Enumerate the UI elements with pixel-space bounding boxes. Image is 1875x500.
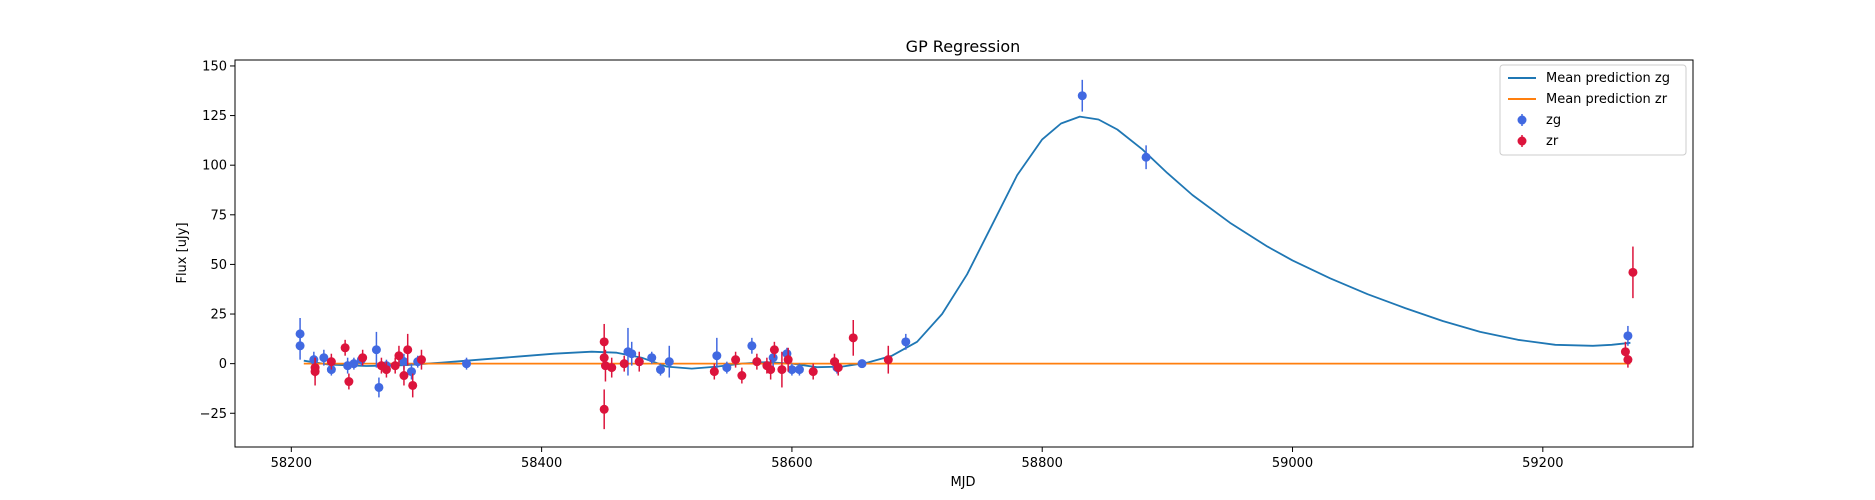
y-tick-label: 0 <box>219 357 227 372</box>
data-point-zr <box>599 353 609 363</box>
data-point-zg <box>374 382 384 392</box>
data-point-zr <box>416 355 426 365</box>
x-tick-label: 58200 <box>271 456 312 471</box>
y-axis-label: Flux [uJy] <box>175 222 190 283</box>
y-tick-label: −25 <box>200 407 227 422</box>
plot-frame <box>234 59 1694 448</box>
data-point-zr <box>408 380 418 390</box>
data-point-zr <box>358 353 368 363</box>
data-point-zg <box>371 345 381 355</box>
data-point-zr <box>619 359 629 369</box>
data-point-zg <box>1623 331 1633 341</box>
y-axis: −25 0 25 50 75 100 125 150 <box>200 59 235 422</box>
x-axis-label: MJD <box>950 475 975 490</box>
legend-label-zr-line: Mean prediction zr <box>1546 92 1668 107</box>
data-point-zr <box>634 357 644 367</box>
data-point-zr <box>381 365 391 375</box>
y-tick-label: 125 <box>202 109 227 124</box>
legend-swatch-zg-point <box>1517 115 1527 125</box>
y-tick-label: 25 <box>210 308 227 323</box>
y-tick-label: 150 <box>202 59 227 74</box>
data-point-zr <box>752 357 762 367</box>
x-tick-label: 59000 <box>1272 456 1313 471</box>
data-point-zr <box>344 377 354 387</box>
data-point-zg <box>319 353 329 363</box>
x-tick-label: 58600 <box>771 456 812 471</box>
y-tick-label: 50 <box>210 258 227 273</box>
data-point-zr <box>709 367 719 377</box>
data-point-zg <box>747 341 757 351</box>
legend-label-zg-points: zg <box>1546 113 1561 128</box>
series-line-mean-prediction-zg <box>303 115 1631 370</box>
data-point-zr <box>403 345 413 355</box>
x-tick-label: 58800 <box>1022 456 1063 471</box>
data-point-zg <box>406 367 416 377</box>
data-point-zr <box>883 355 893 365</box>
x-tick-label: 59200 <box>1522 456 1563 471</box>
data-point-zr <box>1628 267 1638 277</box>
data-point-zg <box>1077 91 1087 101</box>
data-point-zg <box>627 349 637 359</box>
data-point-zr <box>340 343 350 353</box>
data-point-zr <box>326 357 336 367</box>
data-point-zg <box>794 365 804 375</box>
x-tick-label: 58400 <box>521 456 562 471</box>
data-point-zr <box>399 371 409 381</box>
data-point-zr <box>766 365 776 375</box>
data-point-zg <box>664 357 674 367</box>
data-point-zr <box>394 351 404 361</box>
data-point-zg <box>295 341 305 351</box>
data-point-zr <box>599 404 609 414</box>
data-point-zr <box>783 355 793 365</box>
y-tick-label: 100 <box>202 159 227 174</box>
data-point-zr <box>599 337 609 347</box>
legend-label-zr-points: zr <box>1546 134 1559 149</box>
data-point-zg <box>399 357 409 367</box>
data-point-zg <box>647 353 657 363</box>
data-point-zg <box>857 359 867 369</box>
chart-title: GP Regression <box>906 37 1021 56</box>
data-point-zr <box>848 333 858 343</box>
data-point-zr <box>390 361 400 371</box>
legend-label-zg-line: Mean prediction zg <box>1546 71 1670 86</box>
y-tick-label: 75 <box>210 208 227 223</box>
data-point-zr <box>731 355 741 365</box>
data-point-zr <box>833 363 843 373</box>
data-point-zr <box>607 363 617 373</box>
x-axis: 58200 58400 58600 58800 59000 59200 <box>271 447 1563 471</box>
data-point-zg <box>722 363 732 373</box>
data-point-zr <box>737 371 747 381</box>
data-point-zg <box>349 359 359 369</box>
data-point-zr <box>310 367 320 377</box>
data-point-zr <box>1623 355 1633 365</box>
data-point-zr <box>777 365 787 375</box>
legend-frame <box>1499 64 1687 156</box>
data-point-zg <box>712 351 722 361</box>
data-point-zr <box>769 345 779 355</box>
data-point-zg <box>1141 152 1151 162</box>
data-point-zg <box>787 365 797 375</box>
data-point-zr <box>808 367 818 377</box>
data-point-zg <box>462 359 472 369</box>
data-point-zg <box>901 337 911 347</box>
data-point-zg <box>309 355 319 365</box>
plot-marks <box>295 79 1638 430</box>
data-point-zg <box>656 365 666 375</box>
legend: Mean prediction zg Mean prediction zr zg… <box>1499 64 1687 156</box>
legend-swatch-zr-point <box>1517 136 1527 146</box>
